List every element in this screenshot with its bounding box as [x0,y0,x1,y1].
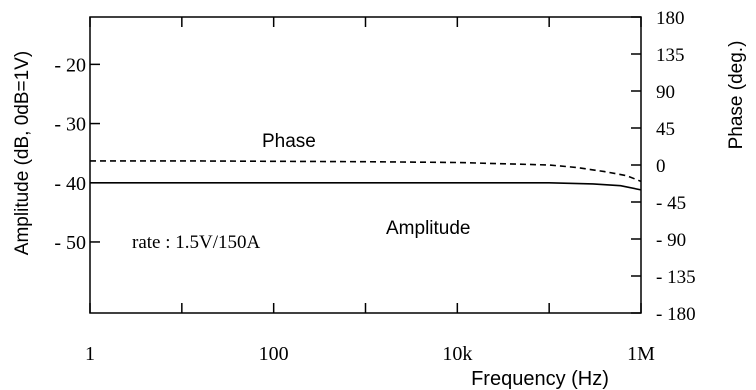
y-left-axis-label: Amplitude (dB, 0dB=1V) [12,51,33,255]
amplitude-annotation: Amplitude [386,218,471,239]
plot-series [90,160,642,191]
y-right-axis-label: Phase (deg.) [726,41,747,150]
y-left-tick-label: - 30 [54,114,86,136]
chart-labels: Frequency (Hz) Amplitude (dB, 0dB=1V) Ph… [12,41,747,390]
y-right-tick-label: 135 [656,45,685,66]
x-tick-label: 100 [259,343,289,365]
y-left-tick-label: - 40 [54,173,86,195]
y-right-tick-label: 180 [656,8,685,29]
x-tick-label: 1 [85,343,95,365]
y-right-tick-label: 0 [656,156,666,177]
x-axis-label: Frequency (Hz) [471,368,609,390]
plot-frame [89,16,642,314]
axes: 1 100 10k 1M - 20 - 30 - 40 - 50 180 135 90 45 0 - 45… [54,8,695,365]
y-right-tick-label: 45 [656,119,675,140]
phase-line [90,160,642,183]
y-left-tick-label: - 50 [54,232,86,254]
x-tick-label: 1M [627,343,655,365]
y-right-tick-label: - 90 [656,230,686,251]
y-right-tick-label: 90 [656,82,675,103]
y-right-tick-label: - 180 [656,304,696,325]
y-left-tick-label: - 20 [54,54,86,76]
y-right-tick-label: - 135 [656,267,696,288]
x-tick-label: 10k [442,343,472,365]
amplitude-line [90,182,642,191]
rate-annotation: rate : 1.5V/150A [132,232,261,253]
phase-annotation: Phase [262,131,316,152]
y-right-tick-label: - 45 [656,193,686,214]
